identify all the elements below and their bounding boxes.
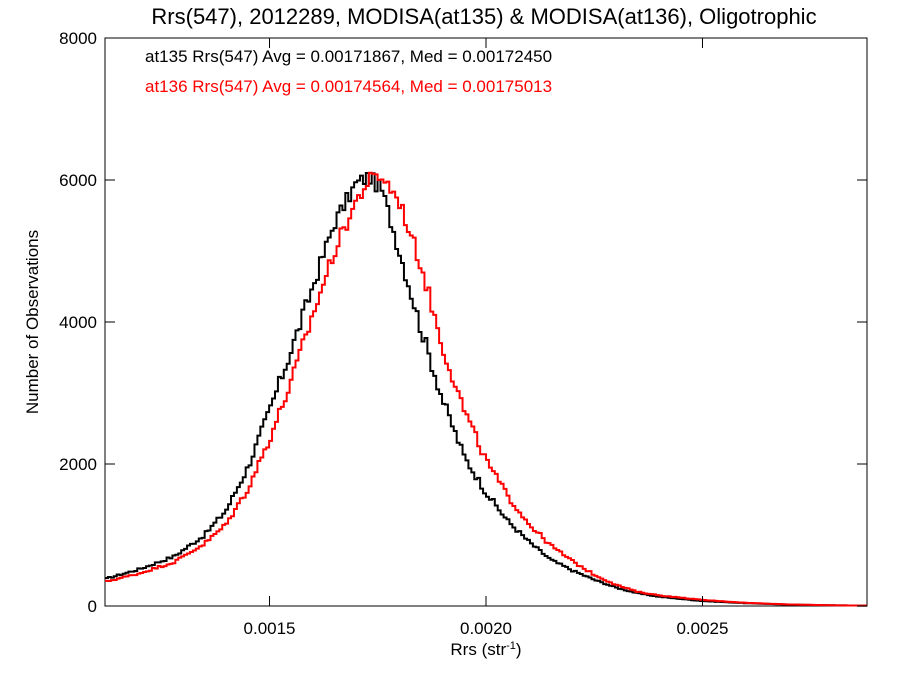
- x-axis-label-base: Rrs (str: [450, 640, 506, 659]
- x-axis-label-close: ): [516, 640, 522, 659]
- y-axis: 0 2000 4000 6000 8000: [59, 29, 867, 616]
- x-tick-label: 0.0015: [244, 619, 296, 638]
- x-axis-label: Rrs (str-1): [450, 640, 521, 659]
- series-at136-line: [105, 171, 867, 607]
- x-axis: 0.0015 0.0020 0.0025: [244, 38, 728, 638]
- chart-title: Rrs(547), 2012289, MODISA(at135) & MODIS…: [151, 4, 816, 29]
- plot-frame: [104, 37, 868, 607]
- series-at135-line: [105, 172, 867, 607]
- x-tick-label: 0.0020: [460, 619, 512, 638]
- annotation-at135: at135 Rrs(547) Avg = 0.00171867, Med = 0…: [145, 47, 552, 66]
- x-axis-label-sup: -1: [506, 640, 516, 652]
- y-tick-label: 2000: [59, 455, 97, 474]
- y-tick-label: 0: [88, 597, 97, 616]
- y-tick-label: 8000: [59, 29, 97, 48]
- y-tick-label: 6000: [59, 171, 97, 190]
- series-layer: [105, 171, 867, 607]
- y-tick-label: 4000: [59, 313, 97, 332]
- annotation-at136: at136 Rrs(547) Avg = 0.00174564, Med = 0…: [145, 77, 552, 96]
- y-axis-label: Number of Observations: [23, 230, 42, 414]
- x-tick-label: 0.0025: [676, 619, 728, 638]
